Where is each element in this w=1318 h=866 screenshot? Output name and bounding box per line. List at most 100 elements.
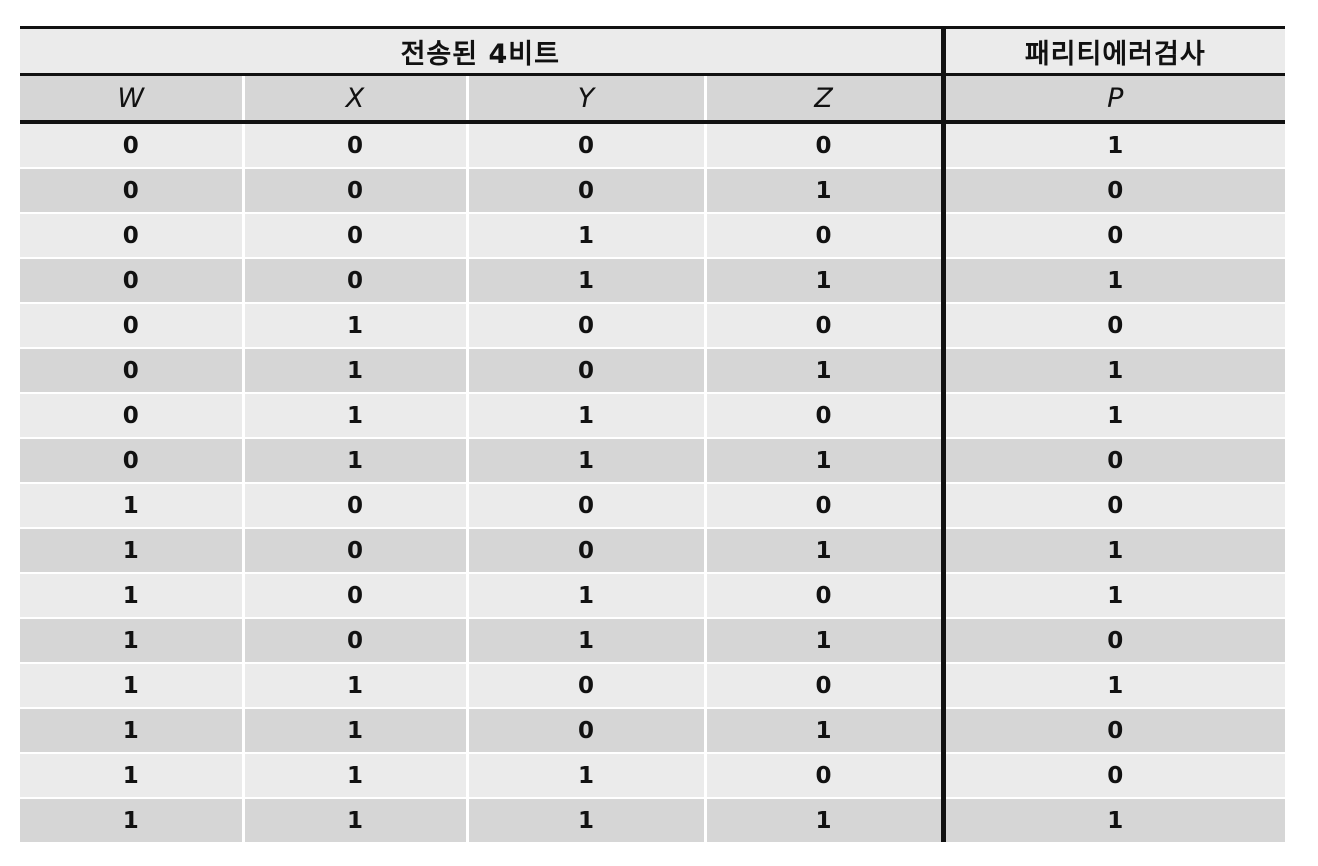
cell-z: 0 bbox=[703, 302, 945, 348]
cell-x: 1 bbox=[241, 707, 469, 753]
cell-p: 0 bbox=[940, 302, 1286, 348]
cell-x: 0 bbox=[241, 527, 469, 573]
cell-w: 1 bbox=[20, 527, 245, 573]
column-header-p: P bbox=[940, 74, 1286, 124]
cell-y: 0 bbox=[465, 167, 707, 213]
cell-w: 0 bbox=[20, 347, 245, 393]
cell-z: 1 bbox=[703, 617, 945, 663]
cell-w: 0 bbox=[20, 121, 245, 168]
cell-w: 0 bbox=[20, 212, 245, 258]
cell-y: 0 bbox=[465, 302, 707, 348]
cell-z: 0 bbox=[703, 662, 945, 708]
column-header-z: Z bbox=[703, 74, 945, 124]
cell-w: 1 bbox=[20, 707, 245, 753]
cell-p: 1 bbox=[940, 121, 1286, 168]
cell-y: 0 bbox=[465, 347, 707, 393]
transmitted-bits-header: 전송된 4비트 bbox=[20, 26, 945, 76]
parity-check-header: 패리티에러검사 bbox=[940, 26, 1286, 76]
cell-z: 0 bbox=[703, 212, 945, 258]
cell-x: 0 bbox=[241, 482, 469, 528]
cell-w: 1 bbox=[20, 662, 245, 708]
cell-p: 1 bbox=[940, 662, 1286, 708]
cell-z: 1 bbox=[703, 527, 945, 573]
cell-y: 1 bbox=[465, 752, 707, 798]
cell-y: 1 bbox=[465, 437, 707, 483]
cell-p: 0 bbox=[940, 617, 1286, 663]
cell-p: 0 bbox=[940, 167, 1286, 213]
column-header-y: Y bbox=[465, 74, 707, 124]
cell-p: 0 bbox=[940, 212, 1286, 258]
cell-w: 0 bbox=[20, 392, 245, 438]
cell-z: 0 bbox=[703, 121, 945, 168]
cell-z: 0 bbox=[703, 752, 945, 798]
cell-z: 0 bbox=[703, 482, 945, 528]
cell-w: 0 bbox=[20, 302, 245, 348]
cell-z: 0 bbox=[703, 572, 945, 618]
cell-y: 0 bbox=[465, 527, 707, 573]
cell-y: 0 bbox=[465, 707, 707, 753]
cell-x: 0 bbox=[241, 572, 469, 618]
cell-w: 0 bbox=[20, 257, 245, 303]
cell-y: 1 bbox=[465, 572, 707, 618]
cell-z: 1 bbox=[703, 797, 945, 842]
cell-p: 0 bbox=[940, 707, 1286, 753]
cell-y: 0 bbox=[465, 121, 707, 168]
group-header-row: 전송된 4비트 패리티에러검사 bbox=[20, 26, 1286, 76]
cell-z: 1 bbox=[703, 437, 945, 483]
cell-w: 1 bbox=[20, 482, 245, 528]
cell-p: 1 bbox=[940, 797, 1286, 842]
cell-z: 1 bbox=[703, 347, 945, 393]
variable-header-row: W X Y Z P bbox=[20, 74, 1286, 124]
cell-p: 0 bbox=[940, 482, 1286, 528]
cell-p: 1 bbox=[940, 392, 1286, 438]
cell-y: 1 bbox=[465, 797, 707, 842]
cell-x: 0 bbox=[241, 617, 469, 663]
cell-w: 0 bbox=[20, 167, 245, 213]
cell-x: 0 bbox=[241, 167, 469, 213]
column-header-w: W bbox=[20, 74, 245, 124]
cell-p: 1 bbox=[940, 347, 1286, 393]
cell-p: 1 bbox=[940, 257, 1286, 303]
cell-x: 1 bbox=[241, 752, 469, 798]
cell-y: 1 bbox=[465, 212, 707, 258]
cell-x: 0 bbox=[241, 121, 469, 168]
cell-x: 1 bbox=[241, 302, 469, 348]
cell-y: 1 bbox=[465, 392, 707, 438]
cell-p: 1 bbox=[940, 527, 1286, 573]
column-header-x: X bbox=[241, 74, 469, 124]
cell-y: 1 bbox=[465, 617, 707, 663]
cell-x: 1 bbox=[241, 347, 469, 393]
cell-w: 1 bbox=[20, 752, 245, 798]
cell-z: 1 bbox=[703, 707, 945, 753]
cell-w: 1 bbox=[20, 797, 245, 842]
cell-y: 0 bbox=[465, 482, 707, 528]
cell-p: 0 bbox=[940, 437, 1286, 483]
cell-z: 0 bbox=[703, 392, 945, 438]
cell-w: 0 bbox=[20, 437, 245, 483]
cell-z: 1 bbox=[703, 167, 945, 213]
cell-z: 1 bbox=[703, 257, 945, 303]
cell-y: 1 bbox=[465, 257, 707, 303]
cell-w: 1 bbox=[20, 572, 245, 618]
cell-x: 0 bbox=[241, 257, 469, 303]
cell-w: 1 bbox=[20, 617, 245, 663]
cell-x: 0 bbox=[241, 212, 469, 258]
cell-x: 1 bbox=[241, 437, 469, 483]
